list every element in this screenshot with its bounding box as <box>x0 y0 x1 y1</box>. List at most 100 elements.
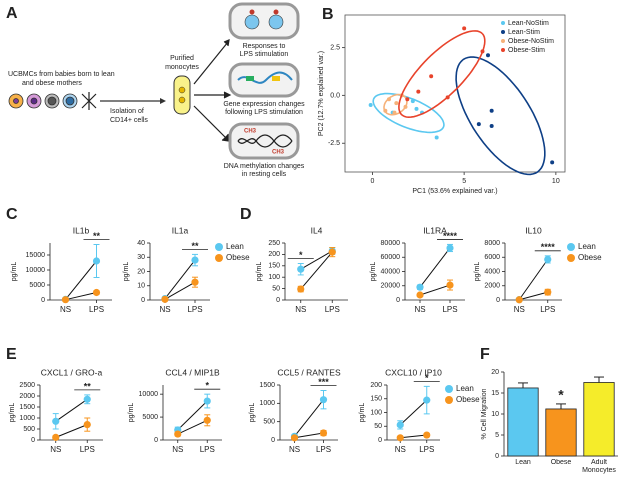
y-tick-label: 10000 <box>139 391 159 398</box>
point <box>550 160 555 165</box>
y-tick-label: 0 <box>31 437 35 444</box>
y-axis-label: PC2 (12.7% explained var.) <box>318 51 325 136</box>
point <box>383 108 388 113</box>
y-tick-label: 20 <box>137 268 145 275</box>
point <box>544 288 552 296</box>
y-tick-label: 0 <box>495 453 499 460</box>
y-tick-label: 10 <box>137 283 145 290</box>
point <box>423 396 431 404</box>
panel-letter: D <box>240 206 252 223</box>
panel-letter: C <box>6 206 18 223</box>
diagram: A UCBMCs from babies born to lean and ob… <box>6 2 305 178</box>
y-tick-label: 50 <box>374 423 382 430</box>
series-line <box>55 398 88 422</box>
series-line <box>65 260 97 300</box>
y-axis-label: pg/mL <box>370 262 377 282</box>
legend-marker <box>215 243 223 251</box>
significance-label: ** <box>84 381 92 391</box>
x-axis-label: PC1 (53.6% explained var.) <box>412 188 497 195</box>
series-line <box>419 247 451 288</box>
y-axis-label: pg/mL <box>128 403 135 423</box>
y-tick-label: 50 <box>272 285 280 292</box>
series-line <box>294 432 324 439</box>
point <box>414 106 419 111</box>
significance-label: * <box>425 373 429 383</box>
y-tick-label: 1000 <box>259 400 275 407</box>
point <box>480 49 485 54</box>
y-tick-label: 5000 <box>29 282 45 289</box>
point <box>410 99 415 104</box>
x-tick-label: LPS <box>187 305 202 314</box>
y-tick-label: 6000 <box>484 254 500 261</box>
x-tick-label: LPS <box>316 445 331 454</box>
x-tick-label: NS <box>295 305 306 314</box>
x-tick-label: NS <box>50 445 61 454</box>
x-tick-label: NS <box>159 305 170 314</box>
dna-strand <box>237 134 293 148</box>
ellipse <box>455 56 546 176</box>
significance-label: **** <box>443 231 458 241</box>
bar <box>507 387 539 457</box>
y-tick-label: 2000 <box>19 393 35 400</box>
panel-letter: F <box>480 346 490 363</box>
point <box>368 102 373 107</box>
y-tick-label: 30 <box>137 254 145 261</box>
point <box>52 433 60 441</box>
x-tick-label: Obese <box>550 459 572 466</box>
point <box>423 431 431 439</box>
legend-marker <box>501 39 505 43</box>
stimulus <box>273 9 279 15</box>
chart-title: IL4 <box>311 225 323 235</box>
point <box>83 395 91 403</box>
legend-marker <box>567 254 575 262</box>
cell <box>268 14 284 30</box>
tube <box>173 75 191 115</box>
point <box>394 101 399 106</box>
panel-letter: A <box>6 5 18 22</box>
cells <box>8 92 97 110</box>
source-label: UCBMCs from babies born to lean <box>8 71 115 78</box>
point <box>387 97 391 102</box>
x-tick-label: Adult Monocytes <box>582 459 616 474</box>
x-tick-label-box: Adult Monocytes <box>582 459 616 474</box>
series-line <box>164 281 196 300</box>
x-tick-label: 0 <box>371 178 375 185</box>
series-line <box>419 284 451 296</box>
y-tick-label: 2.5 <box>330 44 340 51</box>
significance-label: ** <box>191 241 199 251</box>
point <box>191 256 199 264</box>
y-tick-label: 60000 <box>381 254 401 261</box>
legend-marker <box>567 243 575 251</box>
point <box>396 434 404 442</box>
ellipse <box>398 30 486 119</box>
outcome-label: following LPS stimulation <box>225 109 303 116</box>
y-tick-label: 200 <box>370 382 382 389</box>
y-tick-label: 200 <box>268 251 280 258</box>
x-tick-label-box: Lean <box>515 459 531 466</box>
legend-marker <box>445 385 453 393</box>
point <box>297 265 305 273</box>
y-tick-label: 0 <box>276 297 280 304</box>
point <box>396 421 404 429</box>
x-tick-label: Lean <box>515 459 531 466</box>
point <box>416 89 421 94</box>
y-tick-label: 0 <box>154 437 158 444</box>
y-axis-label: pg/mL <box>11 262 18 282</box>
arrow-head <box>160 98 166 104</box>
series-line <box>399 399 428 426</box>
point <box>392 110 397 115</box>
point <box>161 295 169 303</box>
y-tick-label: 150 <box>370 396 382 403</box>
outcome-box <box>228 2 300 40</box>
y-tick-label: 0 <box>496 297 500 304</box>
y-tick-label: 0 <box>41 297 45 304</box>
y-tick-label: 40000 <box>381 268 401 275</box>
series-line <box>164 259 196 299</box>
legend-label: Lean-NoStim <box>508 20 549 27</box>
chart-title: IL10 <box>525 225 542 235</box>
x-tick-label: LPS <box>325 305 340 314</box>
point <box>416 283 424 291</box>
legend-label: Lean <box>226 242 244 251</box>
panel-letter: E <box>6 346 17 363</box>
point <box>52 417 60 425</box>
